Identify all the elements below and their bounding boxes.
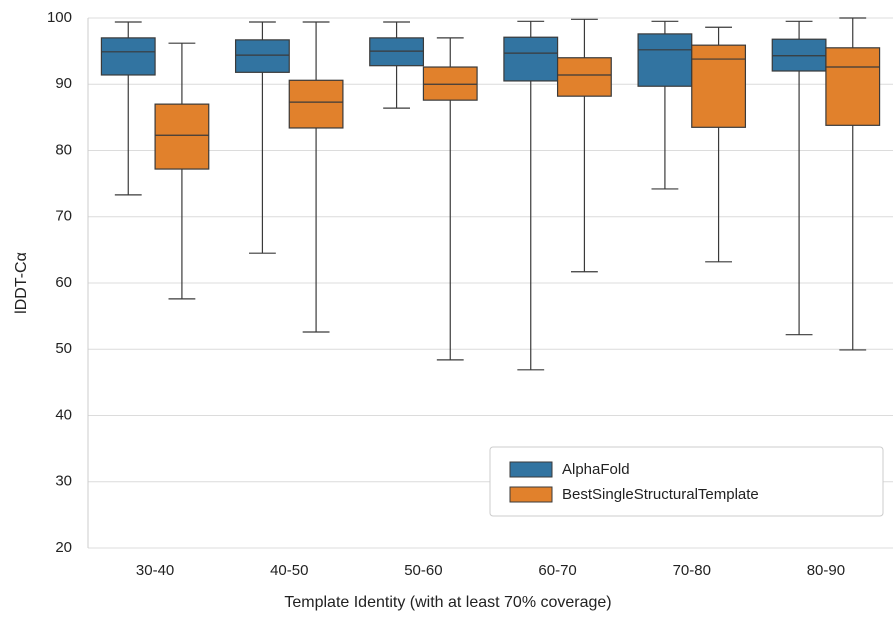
y-tick-label: 50	[55, 340, 72, 357]
box	[556, 57, 612, 97]
x-axis-label: Template Identity (with at least 70% cov…	[284, 594, 611, 611]
legend-label: AlphaFold	[562, 461, 630, 478]
y-tick-label: 40	[55, 406, 72, 423]
y-tick-label: 80	[55, 141, 72, 158]
x-tick-label: 60-70	[538, 562, 576, 579]
x-tick-label: 50-60	[404, 562, 442, 579]
box	[288, 79, 344, 129]
y-tick-label: 100	[47, 9, 72, 26]
y-tick-label: 70	[55, 208, 72, 225]
box	[154, 103, 210, 170]
y-tick-label: 20	[55, 539, 72, 556]
y-tick-label: 60	[55, 274, 72, 291]
x-tick-label: 70-80	[673, 562, 711, 579]
box	[825, 47, 881, 126]
box	[422, 66, 478, 101]
legend-frame	[489, 446, 884, 517]
box	[637, 33, 693, 87]
x-tick-label: 30-40	[136, 562, 174, 579]
x-tick-label: 80-90	[807, 562, 845, 579]
y-axis-label: lDDT-Cα	[13, 252, 30, 314]
legend-label: BestSingleStructuralTemplate	[562, 486, 759, 503]
legend-swatch	[509, 461, 553, 478]
box	[369, 37, 425, 67]
box	[691, 44, 747, 128]
y-tick-label: 30	[55, 473, 72, 490]
legend-swatch	[509, 486, 553, 503]
x-tick-label: 40-50	[270, 562, 308, 579]
box	[234, 39, 290, 73]
box	[100, 37, 156, 76]
y-tick-label: 90	[55, 75, 72, 92]
box	[771, 38, 827, 72]
box	[503, 36, 559, 82]
